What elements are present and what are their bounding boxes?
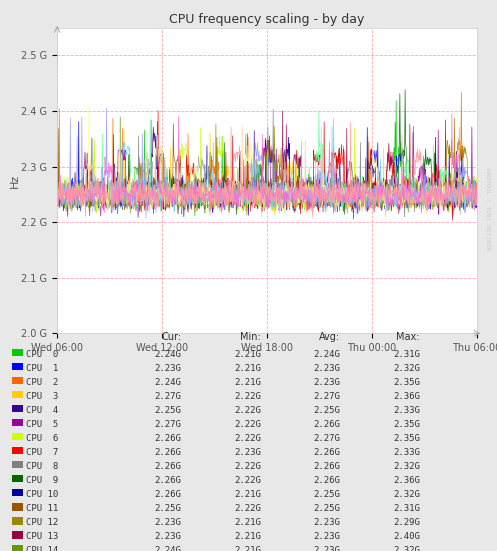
Text: 2.23G: 2.23G — [314, 518, 340, 527]
Text: CPU  1: CPU 1 — [26, 364, 58, 372]
Text: 2.26G: 2.26G — [155, 448, 181, 457]
Text: CPU 14: CPU 14 — [26, 546, 58, 551]
Text: 2.21G: 2.21G — [234, 532, 261, 541]
Y-axis label: Hz: Hz — [10, 174, 20, 187]
Text: 2.40G: 2.40G — [393, 532, 420, 541]
Text: 2.27G: 2.27G — [314, 392, 340, 401]
Text: 2.32G: 2.32G — [393, 546, 420, 551]
Text: 2.23G: 2.23G — [314, 364, 340, 372]
Text: 2.35G: 2.35G — [393, 377, 420, 387]
Text: CPU 11: CPU 11 — [26, 504, 58, 513]
Text: 2.23G: 2.23G — [155, 364, 181, 372]
Text: CPU  5: CPU 5 — [26, 420, 58, 429]
Text: 2.22G: 2.22G — [234, 476, 261, 485]
Text: 2.31G: 2.31G — [393, 349, 420, 359]
Text: 2.25G: 2.25G — [314, 490, 340, 499]
Text: 2.26G: 2.26G — [314, 476, 340, 485]
Text: 2.26G: 2.26G — [155, 462, 181, 471]
Text: CPU  0: CPU 0 — [26, 349, 58, 359]
Text: 2.23G: 2.23G — [155, 532, 181, 541]
Text: 2.26G: 2.26G — [314, 448, 340, 457]
Text: 2.32G: 2.32G — [393, 364, 420, 372]
Text: 2.22G: 2.22G — [234, 406, 261, 415]
Text: CPU 13: CPU 13 — [26, 532, 58, 541]
Text: 2.33G: 2.33G — [393, 448, 420, 457]
Text: 2.21G: 2.21G — [234, 490, 261, 499]
Text: CPU 12: CPU 12 — [26, 518, 58, 527]
Text: 2.23G: 2.23G — [314, 532, 340, 541]
Text: 2.24G: 2.24G — [155, 377, 181, 387]
Text: 2.25G: 2.25G — [314, 504, 340, 513]
Text: CPU  6: CPU 6 — [26, 434, 58, 443]
Text: 2.26G: 2.26G — [314, 420, 340, 429]
Text: CPU  2: CPU 2 — [26, 377, 58, 387]
Text: 2.21G: 2.21G — [234, 349, 261, 359]
Text: CPU  8: CPU 8 — [26, 462, 58, 471]
Text: 2.23G: 2.23G — [314, 377, 340, 387]
Text: CPU  3: CPU 3 — [26, 392, 58, 401]
Text: 2.26G: 2.26G — [155, 434, 181, 443]
Text: 2.21G: 2.21G — [234, 546, 261, 551]
Title: CPU frequency scaling - by day: CPU frequency scaling - by day — [169, 13, 365, 26]
Text: 2.21G: 2.21G — [234, 377, 261, 387]
Text: CPU  9: CPU 9 — [26, 476, 58, 485]
Text: 2.22G: 2.22G — [234, 504, 261, 513]
Text: 2.27G: 2.27G — [155, 392, 181, 401]
Text: CPU  7: CPU 7 — [26, 448, 58, 457]
Text: 2.36G: 2.36G — [393, 476, 420, 485]
Text: 2.22G: 2.22G — [234, 462, 261, 471]
Text: 2.35G: 2.35G — [393, 420, 420, 429]
Text: CPU  4: CPU 4 — [26, 406, 58, 415]
Text: 2.25G: 2.25G — [155, 504, 181, 513]
Text: 2.32G: 2.32G — [393, 490, 420, 499]
Text: 2.27G: 2.27G — [314, 434, 340, 443]
Text: 2.21G: 2.21G — [234, 364, 261, 372]
Text: 2.26G: 2.26G — [314, 462, 340, 471]
Text: 2.33G: 2.33G — [393, 406, 420, 415]
Text: 2.32G: 2.32G — [393, 462, 420, 471]
Text: CPU 10: CPU 10 — [26, 490, 58, 499]
Text: RRDTOOL / TOBI OETIKER: RRDTOOL / TOBI OETIKER — [486, 168, 491, 251]
Text: 2.23G: 2.23G — [314, 546, 340, 551]
Text: Min:: Min: — [240, 332, 261, 342]
Text: 2.22G: 2.22G — [234, 434, 261, 443]
Text: 2.24G: 2.24G — [314, 349, 340, 359]
Text: 2.24G: 2.24G — [155, 546, 181, 551]
Text: Avg:: Avg: — [319, 332, 340, 342]
Text: Cur:: Cur: — [162, 332, 181, 342]
Text: 2.35G: 2.35G — [393, 434, 420, 443]
Text: 2.22G: 2.22G — [234, 392, 261, 401]
Text: Max:: Max: — [397, 332, 420, 342]
Text: 2.24G: 2.24G — [155, 349, 181, 359]
Text: 2.26G: 2.26G — [155, 476, 181, 485]
Text: 2.36G: 2.36G — [393, 392, 420, 401]
Text: 2.21G: 2.21G — [234, 518, 261, 527]
Text: 2.23G: 2.23G — [234, 448, 261, 457]
Text: 2.26G: 2.26G — [155, 490, 181, 499]
Text: 2.25G: 2.25G — [155, 406, 181, 415]
Text: 2.23G: 2.23G — [155, 518, 181, 527]
Text: 2.22G: 2.22G — [234, 420, 261, 429]
Text: 2.27G: 2.27G — [155, 420, 181, 429]
Text: 2.31G: 2.31G — [393, 504, 420, 513]
Text: 2.25G: 2.25G — [314, 406, 340, 415]
Text: 2.29G: 2.29G — [393, 518, 420, 527]
